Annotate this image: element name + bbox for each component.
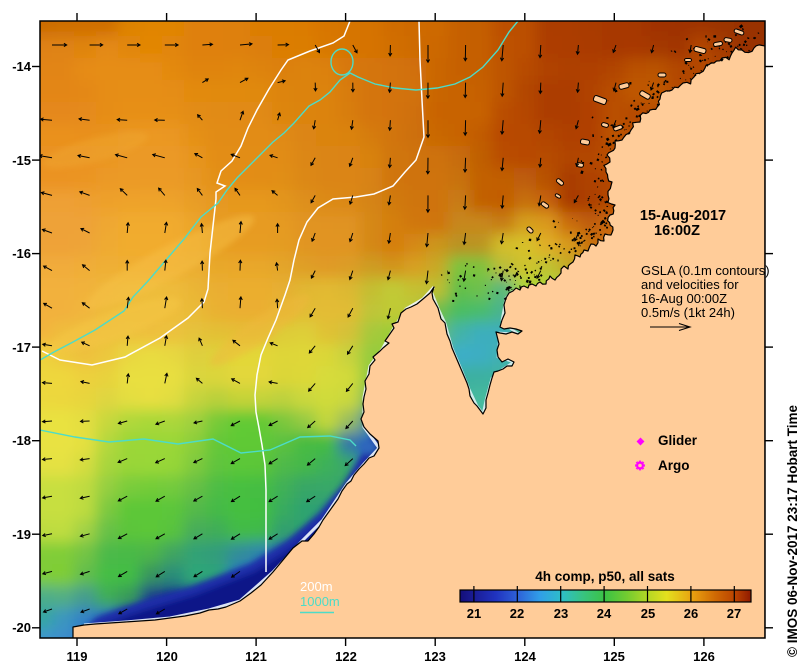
svg-text:and velocities for: and velocities for — [641, 277, 739, 292]
svg-text:16-Aug 00:00Z: 16-Aug 00:00Z — [641, 291, 727, 306]
svg-text:16:00Z: 16:00Z — [654, 223, 700, 239]
svg-text:200m: 200m — [300, 579, 333, 594]
svg-text:122: 122 — [335, 649, 357, 664]
svg-text:27: 27 — [727, 606, 741, 621]
svg-text:125: 125 — [603, 649, 625, 664]
svg-text:120: 120 — [156, 649, 178, 664]
svg-text:21: 21 — [467, 606, 481, 621]
svg-text:26: 26 — [684, 606, 698, 621]
svg-text:126: 126 — [693, 649, 715, 664]
svg-text:-16: -16 — [12, 246, 31, 261]
svg-text:119: 119 — [67, 649, 88, 664]
svg-text:-19: -19 — [12, 527, 31, 542]
svg-text:Glider: Glider — [658, 433, 698, 448]
svg-text:22: 22 — [510, 606, 524, 621]
svg-text:25: 25 — [641, 606, 655, 621]
svg-text:121: 121 — [245, 649, 267, 664]
svg-text:-14: -14 — [12, 59, 32, 74]
svg-text:1000m: 1000m — [300, 594, 340, 609]
svg-text:GSLA (0.1m contours): GSLA (0.1m contours) — [641, 263, 770, 278]
svg-text:-20: -20 — [12, 620, 31, 635]
svg-text:Argo: Argo — [658, 458, 690, 473]
svg-text:4h comp, p50, all sats: 4h comp, p50, all sats — [535, 569, 675, 584]
svg-text:24: 24 — [597, 606, 612, 621]
svg-text:© IMOS 06-Nov-2017 23:17 Hobar: © IMOS 06-Nov-2017 23:17 Hobart Time — [785, 404, 800, 657]
svg-text:15-Aug-2017: 15-Aug-2017 — [640, 208, 726, 224]
svg-text:124: 124 — [514, 649, 536, 664]
svg-text:123: 123 — [424, 649, 446, 664]
svg-text:23: 23 — [554, 606, 568, 621]
svg-text:-15: -15 — [12, 153, 31, 168]
svg-text:0.5m/s (1kt 24h): 0.5m/s (1kt 24h) — [641, 305, 735, 320]
svg-text:-18: -18 — [12, 433, 31, 448]
svg-text:-17: -17 — [12, 340, 31, 355]
